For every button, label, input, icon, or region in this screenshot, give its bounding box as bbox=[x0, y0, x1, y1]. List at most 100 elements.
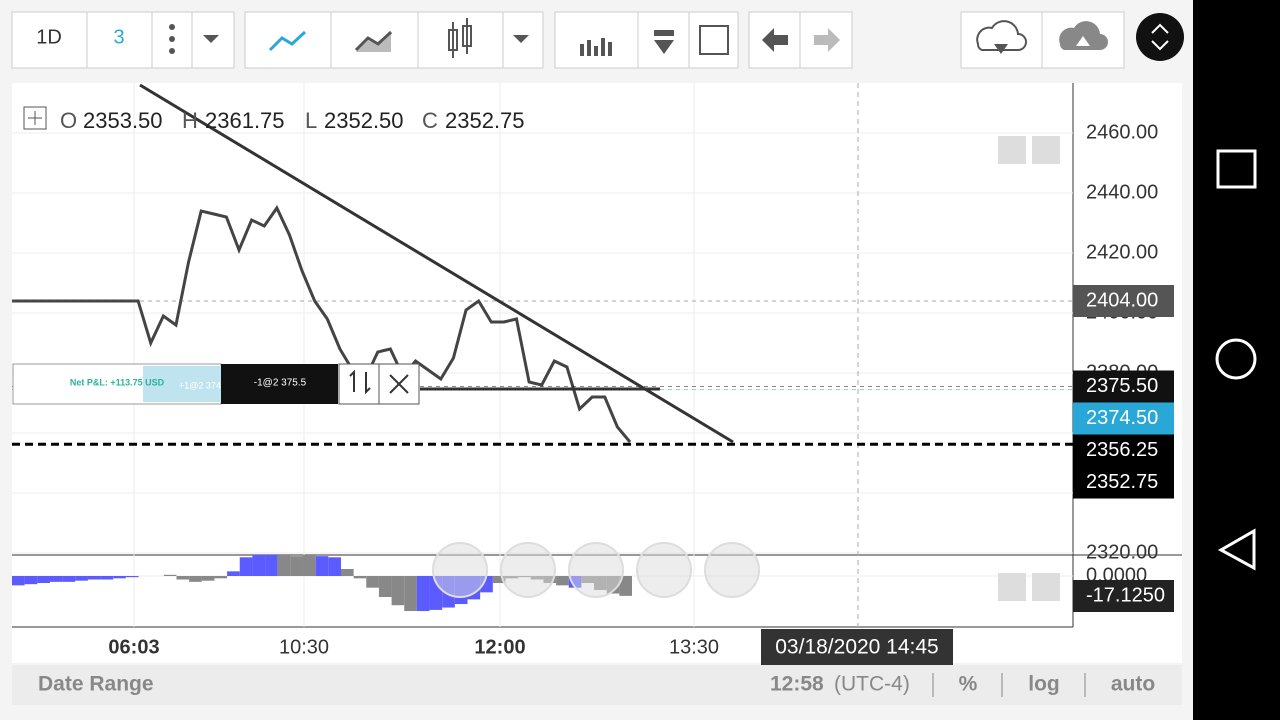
scale-button[interactable] bbox=[998, 136, 1026, 164]
log-toggle[interactable]: log bbox=[1028, 673, 1060, 696]
separators bbox=[932, 673, 1086, 697]
histogram-bar bbox=[189, 576, 202, 582]
histogram-bar bbox=[37, 576, 50, 584]
histogram-bar bbox=[100, 576, 114, 580]
nav-button[interactable] bbox=[704, 542, 760, 598]
ohlc-value: 2352.50 bbox=[324, 108, 404, 133]
histogram-bar bbox=[87, 576, 101, 580]
histogram-bar bbox=[12, 576, 25, 586]
price-tag bbox=[1073, 466, 1174, 499]
histogram-bar bbox=[62, 576, 76, 582]
scale-button[interactable] bbox=[1032, 573, 1060, 601]
chart-type-group[interactable] bbox=[244, 11, 544, 69]
nav-button[interactable] bbox=[500, 542, 556, 598]
y-tick-label: 2440.00 bbox=[1086, 181, 1158, 203]
histogram-bar bbox=[340, 568, 354, 577]
ohlc-value: 2352.75 bbox=[445, 108, 525, 133]
home-button[interactable] bbox=[1215, 338, 1257, 380]
price-tag-label: 2356.25 bbox=[1086, 439, 1158, 461]
price-line bbox=[12, 205, 632, 443]
x-tick-label: 06:03 bbox=[108, 636, 159, 658]
nav-button[interactable] bbox=[636, 542, 692, 598]
navigation-buttons bbox=[432, 542, 760, 598]
nav-button[interactable] bbox=[568, 542, 624, 598]
histogram-bar bbox=[49, 576, 63, 582]
recents-button[interactable] bbox=[1216, 149, 1257, 189]
histogram-bar bbox=[24, 576, 38, 585]
entry-text: +1@2 374 bbox=[179, 380, 221, 390]
count-button[interactable]: 3 bbox=[113, 26, 124, 48]
legend-toggle-icon bbox=[28, 111, 42, 125]
histogram-bar bbox=[113, 576, 126, 579]
histogram-bar bbox=[492, 576, 506, 584]
price-tag-label: 2375.50 bbox=[1086, 375, 1158, 397]
scale-button[interactable] bbox=[1032, 136, 1060, 164]
legend-toggle[interactable] bbox=[23, 106, 47, 130]
histogram-bar bbox=[201, 576, 215, 581]
histogram-bar bbox=[556, 576, 569, 586]
interval-button[interactable]: 1D bbox=[36, 26, 62, 48]
ohlc-label: O bbox=[60, 108, 77, 133]
nav-button[interactable] bbox=[432, 542, 488, 598]
histogram-bar bbox=[378, 576, 392, 598]
histogram-bar bbox=[227, 571, 240, 577]
histogram-bar bbox=[416, 576, 430, 612]
price-tag bbox=[1073, 434, 1174, 467]
status-bar bbox=[12, 665, 1182, 705]
price-tag-label: -17.1250 bbox=[1086, 584, 1165, 606]
histogram-bar bbox=[75, 576, 88, 581]
scale-buttons bbox=[998, 136, 1060, 601]
crosshair-date: 03/18/2020 14:45 bbox=[775, 636, 939, 659]
exit-box[interactable] bbox=[221, 364, 338, 404]
y-tick-label: 2420.00 bbox=[1086, 241, 1158, 263]
histogram-bar bbox=[366, 576, 379, 588]
x-tick-label: 12:00 bbox=[474, 636, 525, 658]
x-tick-label: 10:30 bbox=[279, 636, 329, 658]
histogram-bar bbox=[277, 554, 291, 577]
histogram-bar bbox=[290, 556, 304, 577]
date-range-button[interactable]: Date Range bbox=[38, 673, 154, 696]
price-tag-label: 2374.50 bbox=[1086, 407, 1158, 429]
crosshair-date-box bbox=[761, 629, 953, 665]
timezone: (UTC-4) bbox=[834, 673, 910, 696]
move-button[interactable] bbox=[338, 363, 380, 405]
ohlc-value: 2353.50 bbox=[83, 108, 163, 133]
histogram-bar bbox=[391, 576, 405, 606]
ohlc-label: L bbox=[305, 108, 317, 133]
histogram-bar bbox=[315, 556, 329, 577]
ohlc-label: C bbox=[422, 108, 438, 133]
price-tag bbox=[1073, 402, 1174, 435]
system-nav-bar bbox=[1193, 0, 1280, 720]
scale-button[interactable] bbox=[998, 573, 1026, 601]
histogram-bar bbox=[265, 554, 278, 577]
auto-toggle[interactable]: auto bbox=[1111, 673, 1155, 696]
y-tick-label: 2320.00 bbox=[1086, 541, 1158, 563]
price-tag-label: 2352.75 bbox=[1086, 471, 1158, 493]
x-tick-label: 13:30 bbox=[669, 636, 719, 658]
histogram-bar bbox=[125, 576, 139, 578]
tools-group[interactable] bbox=[554, 11, 739, 69]
percent-toggle[interactable]: % bbox=[959, 673, 978, 696]
price-tag bbox=[1073, 285, 1174, 318]
interval-group[interactable] bbox=[11, 11, 235, 69]
histogram-bar bbox=[404, 576, 417, 612]
histogram-bar bbox=[163, 574, 177, 577]
pnl-text: Net P&L: +113.75 USD bbox=[70, 377, 165, 387]
histogram-bar bbox=[239, 557, 253, 577]
histogram-bar bbox=[252, 554, 266, 577]
price-tag-label: 2404.00 bbox=[1086, 289, 1158, 311]
toolbar-icons bbox=[169, 13, 1184, 61]
entry-box bbox=[143, 366, 221, 402]
histogram-bar bbox=[619, 576, 632, 596]
trend-line[interactable] bbox=[139, 83, 734, 444]
price-tag bbox=[1073, 580, 1174, 613]
exit-text: -1@2 375.5 bbox=[254, 378, 307, 389]
y-tick-label: 2460.00 bbox=[1086, 121, 1158, 143]
histogram-bar bbox=[303, 554, 316, 577]
back-button[interactable] bbox=[1217, 528, 1256, 571]
price-tag bbox=[1073, 370, 1174, 403]
ohlc-label: H bbox=[182, 108, 198, 133]
histogram-bar bbox=[176, 576, 190, 580]
ohlc-value: 2361.75 bbox=[205, 108, 285, 133]
